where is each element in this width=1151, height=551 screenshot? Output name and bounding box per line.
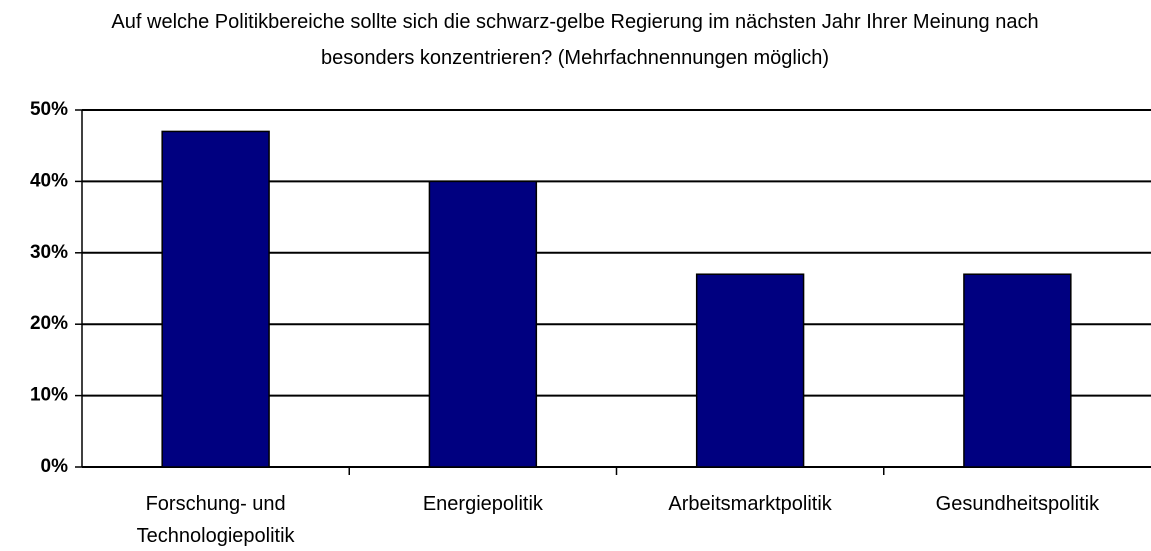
y-tick-label: 40% <box>30 170 68 191</box>
chart-title: Auf welche Politikbereiche sollte sich d… <box>111 11 1039 69</box>
bar <box>161 130 270 468</box>
x-tick-label: Gesundheitspolitik <box>935 493 1100 515</box>
y-tick-label: 10% <box>30 385 68 406</box>
y-tick-label: 20% <box>30 313 68 334</box>
x-tick-label: Arbeitsmarktpolitik <box>668 493 832 515</box>
y-tick-label: 30% <box>30 242 68 263</box>
bar <box>695 273 805 468</box>
x-tick-label: Forschung- und Technologiepolitik <box>136 493 295 547</box>
x-tick-label: Energiepolitik <box>422 493 543 515</box>
bar <box>428 180 538 468</box>
bar <box>963 273 1072 468</box>
y-tick-label: 50% <box>30 99 68 120</box>
y-tick-label: 0% <box>41 456 69 477</box>
